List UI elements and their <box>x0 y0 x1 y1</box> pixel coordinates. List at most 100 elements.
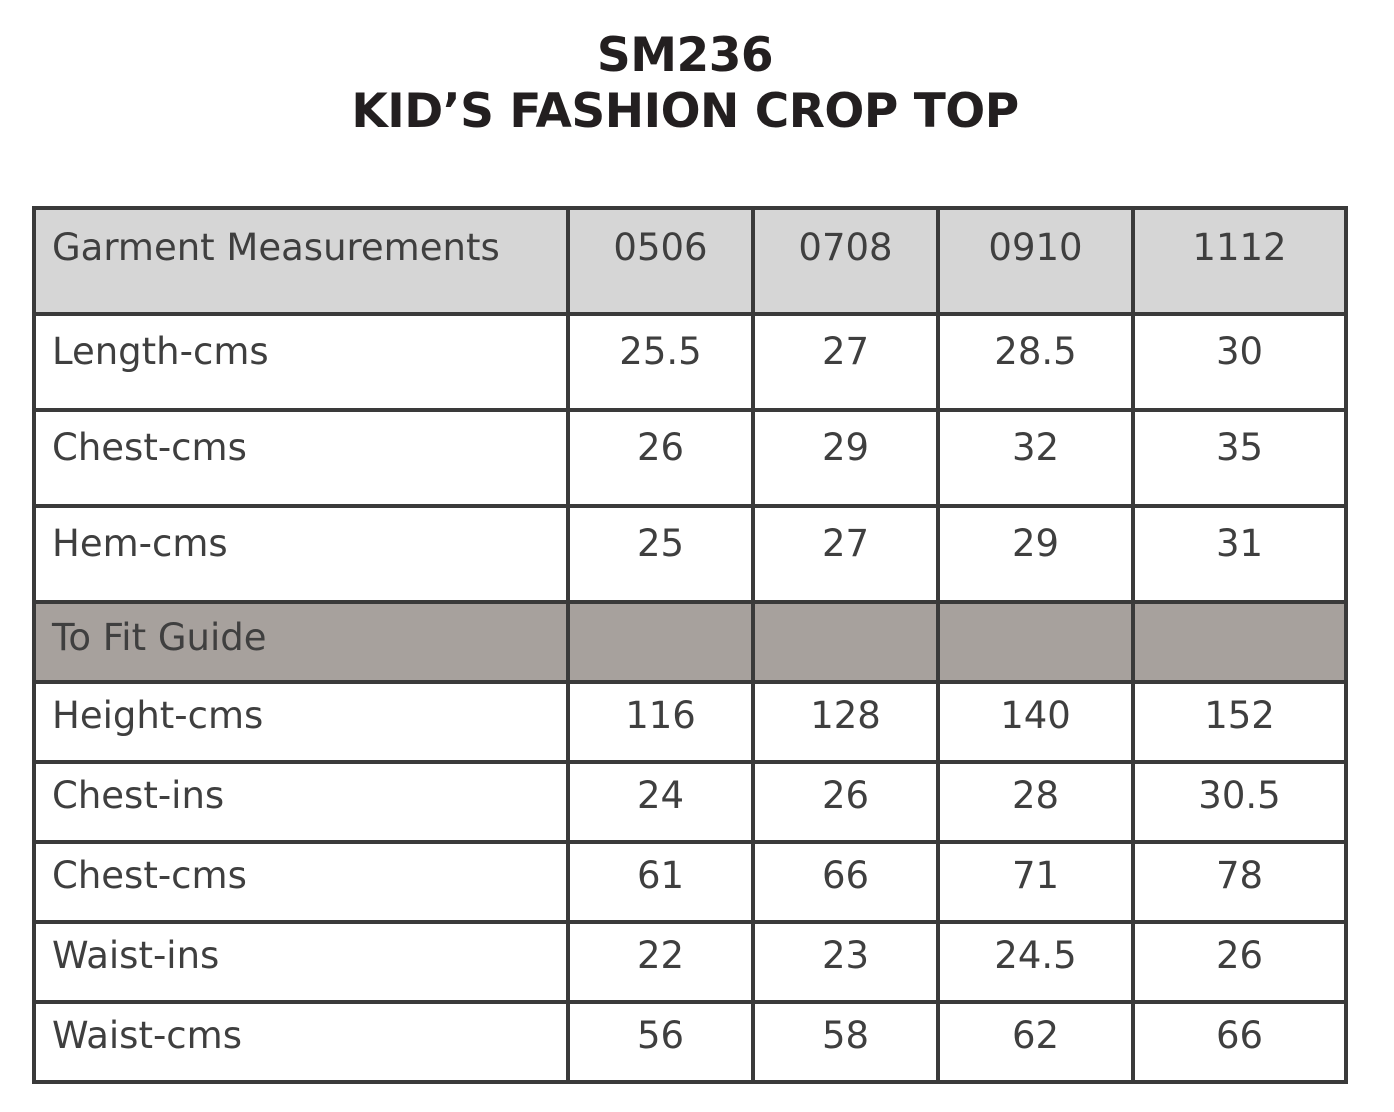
cell-value: 27 <box>821 330 870 373</box>
row-label: Length-cms <box>52 330 269 373</box>
table-cell: 32 <box>936 408 1135 508</box>
table-row: Chest-cms 61 66 71 78 <box>32 840 1348 924</box>
table-cell: 31 <box>1131 504 1348 604</box>
row-label: Chest-cms <box>52 426 247 469</box>
cell-value: 128 <box>810 694 881 737</box>
table-cell: 25 <box>566 504 755 604</box>
cell-value: 56 <box>636 1014 685 1057</box>
table-cell: 116 <box>566 680 755 764</box>
table-cell: 24 <box>566 760 755 844</box>
cell-value: 30 <box>1215 330 1264 373</box>
cell-value: 28 <box>1011 774 1060 817</box>
product-name: KID’S FASHION CROP TOP <box>351 84 1019 139</box>
row-label-cell: Chest-ins <box>32 760 570 844</box>
section-empty-cell <box>936 600 1135 684</box>
cell-value: 22 <box>636 934 685 977</box>
table-cell: 78 <box>1131 840 1348 924</box>
table-row: Chest-ins 24 26 28 30.5 <box>32 760 1348 844</box>
cell-value: 152 <box>1204 694 1275 737</box>
cell-value: 24 <box>636 774 685 817</box>
cell-value: 66 <box>1215 1014 1264 1057</box>
table-cell: 66 <box>1131 1000 1348 1084</box>
section-header-row: To Fit Guide <box>32 600 1348 684</box>
table-cell: 27 <box>751 504 940 604</box>
style-code: SM236 <box>596 28 774 83</box>
cell-value: 66 <box>821 854 870 897</box>
header-label: Garment Measurements <box>52 226 500 269</box>
size-header: 0910 <box>988 226 1083 269</box>
cell-value: 29 <box>821 426 870 469</box>
size-header-cell: 1112 <box>1131 206 1348 316</box>
row-label-cell: Chest-cms <box>32 840 570 924</box>
cell-value: 61 <box>636 854 685 897</box>
table-cell: 29 <box>751 408 940 508</box>
table-row: Waist-cms 56 58 62 66 <box>32 1000 1348 1084</box>
table-cell: 26 <box>566 408 755 508</box>
table-row: Length-cms 25.5 27 28.5 30 <box>32 312 1348 412</box>
table-cell: 140 <box>936 680 1135 764</box>
cell-value: 71 <box>1011 854 1060 897</box>
size-header-cell: 0910 <box>936 206 1135 316</box>
cell-value: 27 <box>821 522 870 565</box>
row-label-cell: Length-cms <box>32 312 570 412</box>
table-header-row: Garment Measurements 0506 0708 0910 1112 <box>32 206 1348 316</box>
section-label: To Fit Guide <box>52 616 267 659</box>
table-row: Chest-cms 26 29 32 35 <box>32 408 1348 508</box>
table-cell: 71 <box>936 840 1135 924</box>
cell-value: 31 <box>1215 522 1264 565</box>
table-cell: 30.5 <box>1131 760 1348 844</box>
row-label-cell: Waist-cms <box>32 1000 570 1084</box>
table-cell: 27 <box>751 312 940 412</box>
cell-value: 28.5 <box>994 330 1077 373</box>
table-row: Waist-ins 22 23 24.5 26 <box>32 920 1348 1004</box>
size-chart-table: Garment Measurements 0506 0708 0910 1112… <box>32 206 1348 1084</box>
cell-value: 140 <box>1000 694 1071 737</box>
row-label-cell: Height-cms <box>32 680 570 764</box>
cell-value: 78 <box>1215 854 1264 897</box>
cell-value: 23 <box>821 934 870 977</box>
table-cell: 62 <box>936 1000 1135 1084</box>
table-cell: 56 <box>566 1000 755 1084</box>
table-cell: 58 <box>751 1000 940 1084</box>
row-label-cell: Waist-ins <box>32 920 570 1004</box>
size-header-cell: 0506 <box>566 206 755 316</box>
table-cell: 22 <box>566 920 755 1004</box>
table-cell: 66 <box>751 840 940 924</box>
table-cell: 25.5 <box>566 312 755 412</box>
table-cell: 23 <box>751 920 940 1004</box>
cell-value: 26 <box>821 774 870 817</box>
table-cell: 28.5 <box>936 312 1135 412</box>
table-cell: 29 <box>936 504 1135 604</box>
cell-value: 25 <box>636 522 685 565</box>
cell-value: 29 <box>1011 522 1060 565</box>
table-cell: 152 <box>1131 680 1348 764</box>
document-title: SM236 KID’S FASHION CROP TOP <box>0 28 1370 140</box>
row-label: Waist-cms <box>52 1014 242 1057</box>
cell-value: 35 <box>1215 426 1264 469</box>
size-header: 1112 <box>1192 226 1287 269</box>
cell-value: 116 <box>625 694 696 737</box>
cell-value: 32 <box>1011 426 1060 469</box>
row-label: Height-cms <box>52 694 264 737</box>
table-cell: 26 <box>751 760 940 844</box>
size-header-cell: 0708 <box>751 206 940 316</box>
table-cell: 35 <box>1131 408 1348 508</box>
row-label: Waist-ins <box>52 934 220 977</box>
table-row: Height-cms 116 128 140 152 <box>32 680 1348 764</box>
section-empty-cell <box>1131 600 1348 684</box>
table-cell: 61 <box>566 840 755 924</box>
cell-value: 58 <box>821 1014 870 1057</box>
cell-value: 30.5 <box>1198 774 1281 817</box>
size-header: 0506 <box>613 226 708 269</box>
cell-value: 62 <box>1011 1014 1060 1057</box>
row-label: Hem-cms <box>52 522 228 565</box>
size-header: 0708 <box>798 226 893 269</box>
section-empty-cell <box>566 600 755 684</box>
row-label: Chest-cms <box>52 854 247 897</box>
cell-value: 26 <box>1215 934 1264 977</box>
table-cell: 30 <box>1131 312 1348 412</box>
table-cell: 26 <box>1131 920 1348 1004</box>
row-label-cell: Hem-cms <box>32 504 570 604</box>
table-row: Hem-cms 25 27 29 31 <box>32 504 1348 604</box>
cell-value: 25.5 <box>619 330 702 373</box>
